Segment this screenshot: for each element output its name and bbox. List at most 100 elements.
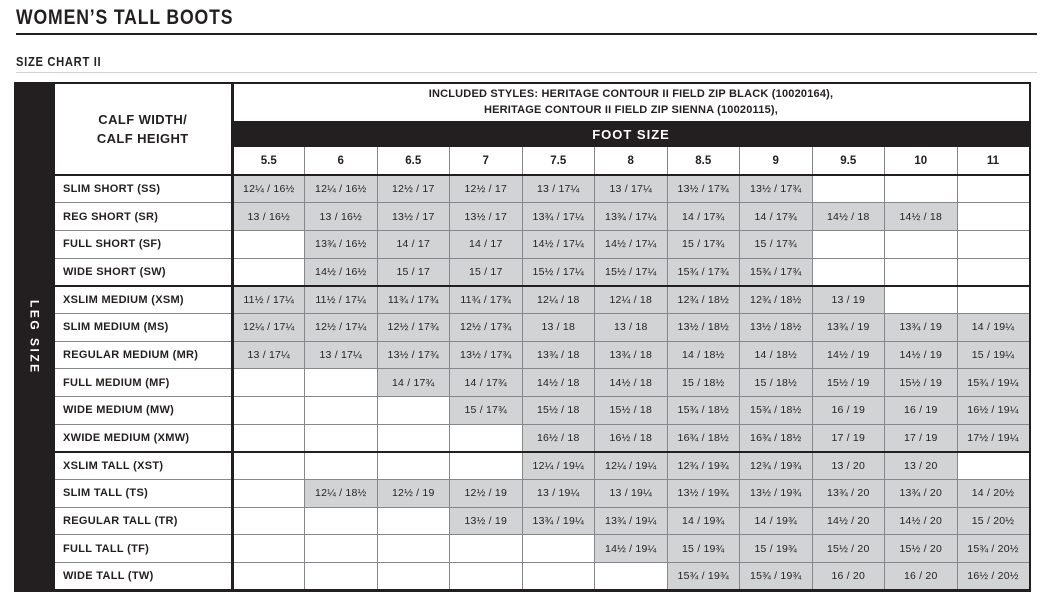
size-cell: 16 / 19 — [811, 396, 885, 425]
size-cell: 12½ / 19 — [449, 479, 523, 508]
leg-size-label: LEG SIZE — [27, 299, 42, 375]
size-cell: 13½ / 19¾ — [666, 479, 740, 508]
table-row: FULL SHORT (SF) 13¾ / 16½ 14 / 17 14 / 17 14… — [55, 229, 1030, 259]
subtitle-divider — [16, 72, 1037, 73]
size-cell-empty — [304, 423, 378, 453]
leg-size-axis: LEG SIZE — [14, 82, 55, 592]
size-cell: 14 / 17¾ — [739, 202, 813, 231]
size-cell: 13 / 16½ — [304, 202, 378, 231]
table-row: REGULAR MEDIUM (MR) 13 / 17¼ 13 / 17¼ 13½ /… — [55, 340, 1030, 370]
size-cell: 13¾ / 19 — [884, 312, 958, 342]
size-cell-empty — [376, 396, 450, 425]
row-label: WIDE MEDIUM (MW) — [55, 396, 234, 425]
title-divider — [16, 33, 1037, 35]
size-cell: 15½ / 18 — [521, 396, 595, 425]
size-table: CALF WIDTH/ CALF HEIGHT INCLUDED STYLES:… — [55, 82, 1031, 592]
size-cell: 14½ / 16½ — [304, 257, 378, 287]
size-cell: 12½ / 19 — [376, 479, 450, 508]
size-cell: 13¾ / 19¼ — [521, 506, 595, 536]
size-cell: 15¾ / 18½ — [666, 396, 740, 425]
size-cell: 13 / 20 — [884, 450, 958, 481]
size-cell: 13 / 17¼ — [521, 174, 595, 204]
size-cell: 14 / 17 — [376, 229, 450, 259]
size-cell: 13¾ / 17¼ — [594, 202, 668, 231]
size-cell: 14½ / 18 — [884, 202, 958, 231]
size-cell: 14 / 18½ — [666, 340, 740, 370]
size-cell: 14 / 17 — [449, 229, 523, 259]
size-chart: LEG SIZE CALF WIDTH/ CALF HEIGHT INCLUDE… — [14, 82, 1031, 592]
table-row: SLIM TALL (TS) 12¼ / 18½ 12½ / 19 12½ / 19 1… — [55, 479, 1030, 508]
size-cell-empty — [811, 229, 885, 259]
chart-subtitle: SIZE CHART II — [16, 54, 102, 69]
size-cell-empty — [449, 562, 523, 591]
size-cell: 16 / 20 — [811, 562, 885, 591]
size-cell: 14½ / 19 — [884, 340, 958, 370]
size-cell-empty — [376, 534, 450, 564]
size-cell-empty — [956, 229, 1030, 259]
size-cell-empty — [304, 368, 378, 397]
size-cell: 15½ / 18 — [594, 396, 668, 425]
size-cell: 13 / 20 — [811, 450, 885, 481]
included-styles: INCLUDED STYLES: HERITAGE CONTOUR II FIE… — [232, 83, 1030, 121]
size-cell-empty — [231, 257, 305, 287]
size-cell: 13 / 18 — [594, 312, 668, 342]
row-label: REGULAR MEDIUM (MR) — [55, 340, 234, 369]
row-label: XSLIM TALL (XST) — [55, 450, 234, 480]
size-cell: 15 / 18½ — [666, 368, 740, 397]
size-cell: 12¼ / 19¼ — [521, 450, 595, 481]
size-cell: 13¾ / 20 — [884, 479, 958, 508]
size-cell-empty — [304, 562, 378, 591]
size-cell: 13½ / 17¾ — [449, 340, 523, 370]
size-cell: 16½ / 18 — [521, 423, 595, 453]
size-cell-empty — [231, 423, 305, 453]
foot-size-value: 7.5 — [521, 147, 595, 176]
size-cell: 13½ / 17¾ — [666, 174, 740, 204]
size-cell-empty — [811, 257, 885, 287]
size-cell: 14½ / 18 — [811, 202, 885, 231]
size-cell: 14 / 17¾ — [376, 368, 450, 397]
size-cell-empty — [521, 534, 595, 564]
size-cell: 15¾ / 18½ — [739, 396, 813, 425]
table-row: SLIM MEDIUM (MS) 12¼ / 17¼ 12½ / 17¼ 12½ / … — [55, 312, 1030, 342]
size-cell: 15 / 19¾ — [739, 534, 813, 564]
size-cell: 12¾ / 18½ — [739, 284, 813, 314]
foot-size-values-row: 5.5 6 6.5 7 7.5 8 8.5 9 9.5 10 11 — [55, 147, 1030, 176]
size-cell-empty — [231, 534, 305, 564]
foot-size-value: 11 — [956, 147, 1030, 176]
foot-size-value: 5.5 — [231, 147, 305, 176]
size-cell: 13 / 19¼ — [521, 479, 595, 508]
size-cell-empty — [956, 202, 1030, 231]
size-cell: 14 / 19¾ — [666, 506, 740, 536]
row-label: FULL SHORT (SF) — [55, 229, 234, 259]
included-styles-row: CALF WIDTH/ CALF HEIGHT INCLUDED STYLES:… — [55, 83, 1030, 175]
size-cell: 14½ / 20 — [811, 506, 885, 536]
size-cell: 12½ / 17¾ — [449, 312, 523, 342]
size-cell: 12½ / 17¾ — [376, 312, 450, 342]
size-cell: 15½ / 19 — [884, 368, 958, 397]
size-cell-empty — [304, 396, 378, 425]
size-cell: 16¾ / 18½ — [666, 423, 740, 453]
size-cell: 17 / 19 — [811, 423, 885, 453]
size-cell: 15½ / 17¼ — [521, 257, 595, 287]
size-cell: 13¾ / 20 — [811, 479, 885, 508]
size-cell: 13½ / 17 — [449, 202, 523, 231]
size-cell: 13¾ / 19¼ — [594, 506, 668, 536]
row-label: SLIM SHORT (SS) — [55, 174, 234, 203]
size-cell: 13½ / 18½ — [666, 312, 740, 342]
size-cell: 14 / 17¾ — [666, 202, 740, 231]
size-cell-empty — [521, 562, 595, 591]
size-cell: 16½ / 18 — [594, 423, 668, 453]
size-cell: 17½ / 19¼ — [956, 423, 1030, 453]
row-label: XWIDE MEDIUM (XMW) — [55, 423, 234, 452]
size-cell: 15½ / 20 — [811, 534, 885, 564]
size-cell-empty — [884, 284, 958, 314]
row-label: REGULAR TALL (TR) — [55, 506, 234, 535]
size-cell: 13¾ / 16½ — [304, 229, 378, 259]
size-cell: 15¾ / 19¼ — [956, 368, 1030, 397]
size-cell: 15½ / 19 — [811, 368, 885, 397]
size-cell-empty — [231, 396, 305, 425]
size-cell: 13¾ / 18 — [594, 340, 668, 370]
size-cell: 15 / 17 — [449, 257, 523, 287]
size-cell: 15 / 19¼ — [956, 340, 1030, 370]
row-label: WIDE SHORT (SW) — [55, 257, 234, 286]
